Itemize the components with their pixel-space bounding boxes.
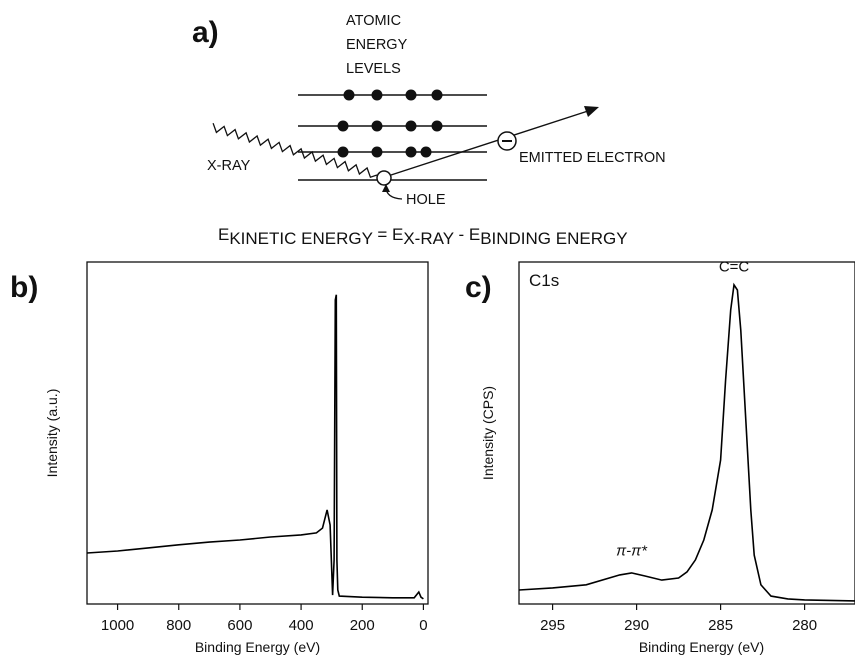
electron-label: EMITTED ELECTRON bbox=[519, 150, 666, 166]
heading-line: LEVELS bbox=[346, 61, 401, 77]
hole-label: HOLE bbox=[406, 192, 446, 208]
plot-frame bbox=[518, 261, 855, 605]
dot bbox=[431, 89, 443, 101]
x-tick-label: 200 bbox=[350, 617, 375, 634]
y-axis-label: Intensity (CPS) bbox=[480, 386, 496, 480]
data-line bbox=[518, 282, 855, 602]
x-tick-label: 295 bbox=[540, 617, 565, 634]
xray-label: X-RAY bbox=[207, 158, 251, 174]
chart: b) 1000 800 600 400 200 0 Binding Energy (eV) In… bbox=[10, 261, 429, 655]
dot bbox=[431, 120, 443, 132]
heading-line: ENERGY bbox=[346, 37, 408, 53]
data-line bbox=[86, 294, 424, 600]
xray-wave bbox=[212, 122, 378, 179]
eq-part: X-RAY bbox=[403, 229, 453, 248]
dot bbox=[405, 89, 417, 101]
emission-arrow bbox=[390, 110, 589, 176]
eq-part: = E bbox=[373, 225, 404, 244]
annotation: C=C bbox=[719, 259, 750, 276]
dot bbox=[343, 89, 355, 101]
panel-label: b) bbox=[10, 271, 38, 304]
eq-part: KINETIC ENERGY bbox=[229, 229, 372, 248]
electrons bbox=[337, 89, 443, 158]
dot bbox=[337, 146, 349, 158]
x-tick-label: 280 bbox=[792, 617, 817, 634]
arrowhead bbox=[382, 184, 390, 192]
eq-part: E bbox=[218, 225, 229, 244]
dot bbox=[371, 89, 383, 101]
dot bbox=[405, 146, 417, 158]
x-axis-label: Binding Energy (eV) bbox=[639, 639, 764, 655]
y-axis-label: Intensity (a.u.) bbox=[44, 389, 60, 478]
x-tick-label: 400 bbox=[289, 617, 314, 634]
chart: c) 295 290 285 280 Binding Energy (eV) Intensi… bbox=[465, 259, 855, 655]
x-tick-label: 600 bbox=[227, 617, 252, 634]
dot bbox=[371, 120, 383, 132]
x-tick-label: 285 bbox=[708, 617, 733, 634]
eq-part: BINDING ENERGY bbox=[480, 229, 627, 248]
chart-title: C1s bbox=[529, 271, 559, 290]
equation: EKINETIC ENERGY = EX-RAY - EBINDING ENER… bbox=[218, 225, 628, 248]
x-tick-label: 0 bbox=[419, 617, 427, 634]
x-tick-label: 1000 bbox=[101, 617, 134, 634]
heading-line: ATOMIC bbox=[346, 13, 401, 29]
plot-frame bbox=[86, 261, 429, 605]
dot bbox=[371, 146, 383, 158]
x-axis-label: Binding Energy (eV) bbox=[195, 639, 320, 655]
arrowhead bbox=[584, 106, 599, 117]
dot bbox=[420, 146, 432, 158]
x-tick-label: 800 bbox=[166, 617, 191, 634]
eq-part: - E bbox=[454, 225, 480, 244]
diagram: a) ATOMIC ENERGY LEVELS X-RAY HOLE EMITT… bbox=[192, 13, 666, 248]
dot bbox=[337, 120, 349, 132]
energy-levels bbox=[298, 94, 487, 181]
dot bbox=[405, 120, 417, 132]
x-tick-label: 290 bbox=[624, 617, 649, 634]
annotation: π-π* bbox=[616, 543, 648, 560]
panel-label: a) bbox=[192, 16, 219, 49]
panel-label: c) bbox=[465, 271, 492, 304]
hole bbox=[376, 170, 392, 186]
